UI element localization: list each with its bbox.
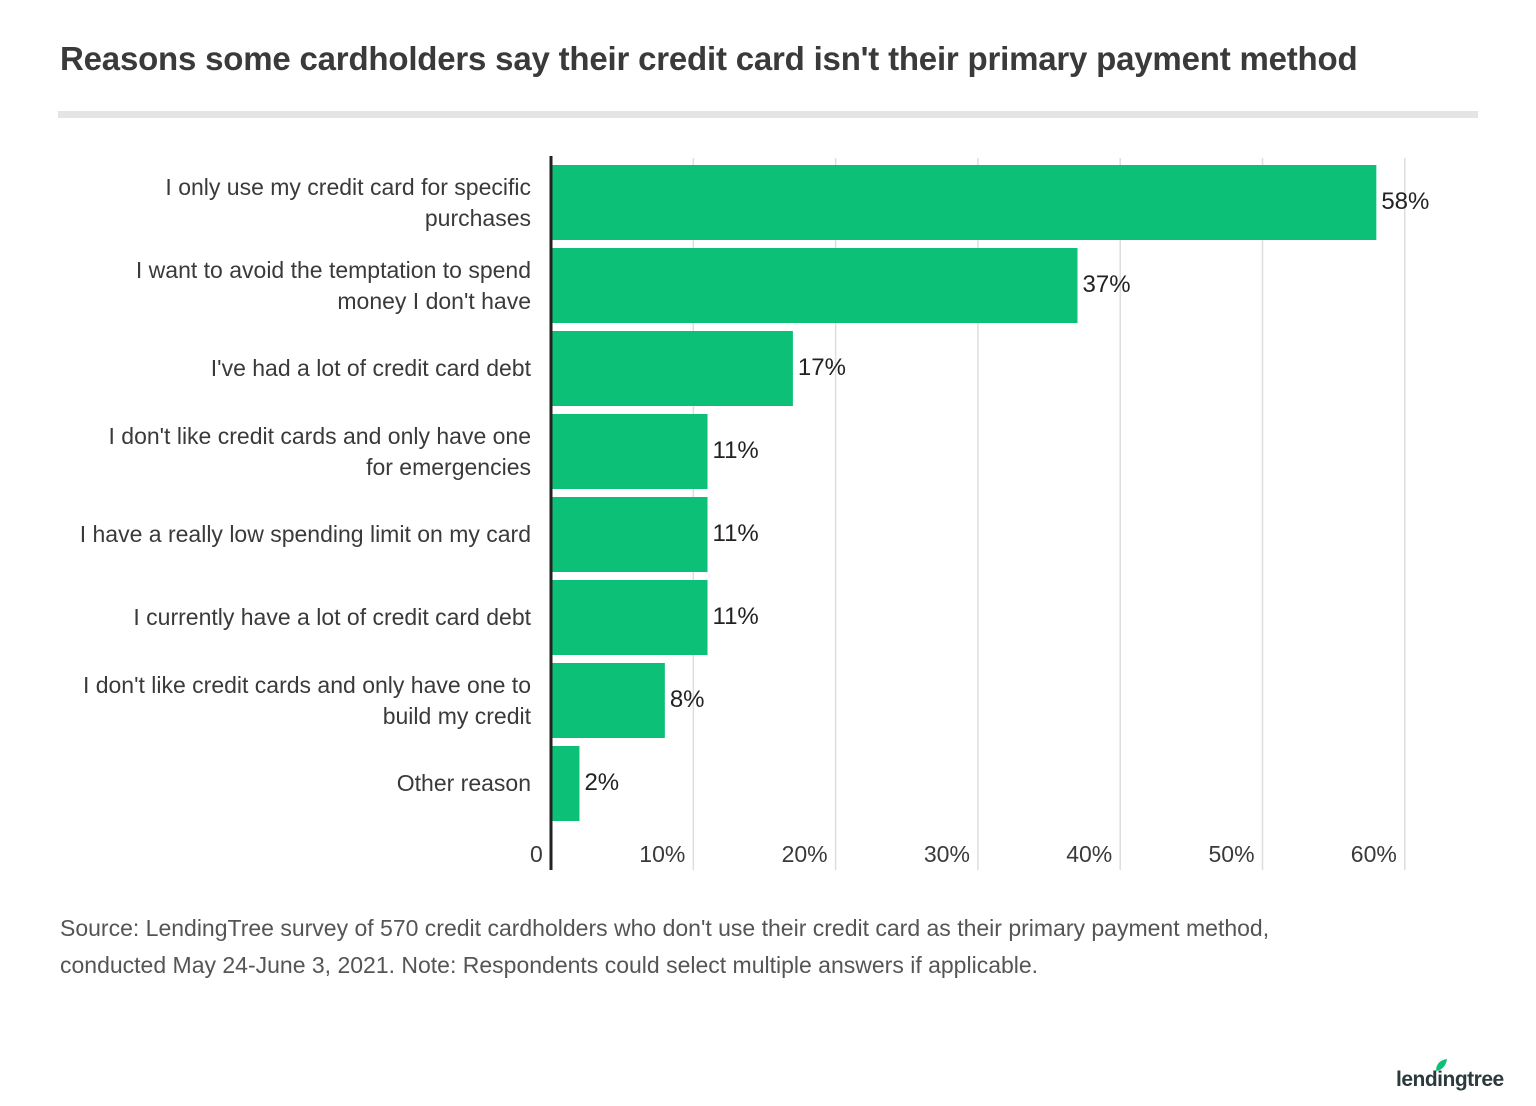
x-tick-label-40: 40% <box>1066 841 1113 867</box>
bar-3 <box>551 414 708 489</box>
value-label-0: 58% <box>1381 188 1430 215</box>
category-label-5: I currently have a lot of credit card de… <box>11 602 531 633</box>
category-label-line: I want to avoid the temptation to spend <box>135 256 531 283</box>
category-label-4: I have a really low spending limit on my… <box>11 519 531 550</box>
chart-plot <box>549 156 1406 870</box>
leaf-icon <box>1436 1059 1447 1071</box>
lendingtree-logo[interactable]: lendingtree <box>1396 1058 1506 1094</box>
category-label-line: I only use my credit card for specific <box>165 173 531 200</box>
value-label-3: 11% <box>712 437 759 464</box>
logo-wordmark: lendingtree <box>1396 1068 1504 1091</box>
value-label-2: 17% <box>797 354 846 381</box>
source-line-2: conducted May 24-June 3, 2021. Note: Res… <box>60 952 1039 978</box>
source-line-1: Source: LendingTree survey of 570 credit… <box>60 915 1270 941</box>
source-note: Source: LendingTree survey of 570 credit… <box>60 910 1460 984</box>
category-label-line: build my credit <box>382 702 531 729</box>
bar-7 <box>551 746 580 821</box>
category-label-line: I don't like credit cards and only have … <box>108 422 531 449</box>
bar-2 <box>551 331 793 406</box>
category-label-line: purchases <box>424 204 531 231</box>
bar-5 <box>551 580 708 655</box>
x-tick-label-50: 50% <box>1208 841 1255 867</box>
bar-4 <box>551 497 708 572</box>
category-label-line: for emergencies <box>366 453 531 480</box>
category-label-line: Other reason <box>396 770 531 796</box>
category-label-6: I don't like credit cards and only have … <box>11 670 531 732</box>
value-label-5: 11% <box>712 603 759 630</box>
value-label-1: 37% <box>1082 271 1131 298</box>
category-label-line: I currently have a lot of credit card de… <box>133 604 531 630</box>
category-label-line: I've had a lot of credit card debt <box>210 355 531 381</box>
bar-1 <box>551 248 1078 323</box>
value-label-4: 11% <box>712 520 759 547</box>
category-label-line: money I don't have <box>337 287 531 314</box>
x-tick-label-20: 20% <box>781 841 828 867</box>
category-label-0: I only use my credit card for specific pu… <box>11 172 531 234</box>
title-divider <box>58 111 1478 118</box>
category-label-line: I have a really low spending limit on my… <box>79 521 531 547</box>
bar-chart: I only use my credit card for specific pu… <box>0 150 1536 890</box>
chart-title: Reasons some cardholders say their credi… <box>60 40 1358 77</box>
category-label-7: Other reason <box>11 768 531 799</box>
x-tick-label-0: 0 <box>530 841 543 867</box>
category-label-line: I don't like credit cards and only have … <box>82 671 531 698</box>
category-label-2: I've had a lot of credit card debt <box>11 353 531 384</box>
value-label-6: 8% <box>669 686 705 713</box>
category-label-3: I don't like credit cards and only have … <box>11 421 531 483</box>
x-tick-label-10: 10% <box>639 841 686 867</box>
bar-0 <box>551 165 1377 240</box>
x-tick-label-60: 60% <box>1350 841 1397 867</box>
category-label-1: I want to avoid the temptation to spend m… <box>11 255 531 317</box>
value-label-7: 2% <box>584 769 620 796</box>
bar-6 <box>551 663 665 738</box>
x-tick-label-30: 30% <box>923 841 970 867</box>
